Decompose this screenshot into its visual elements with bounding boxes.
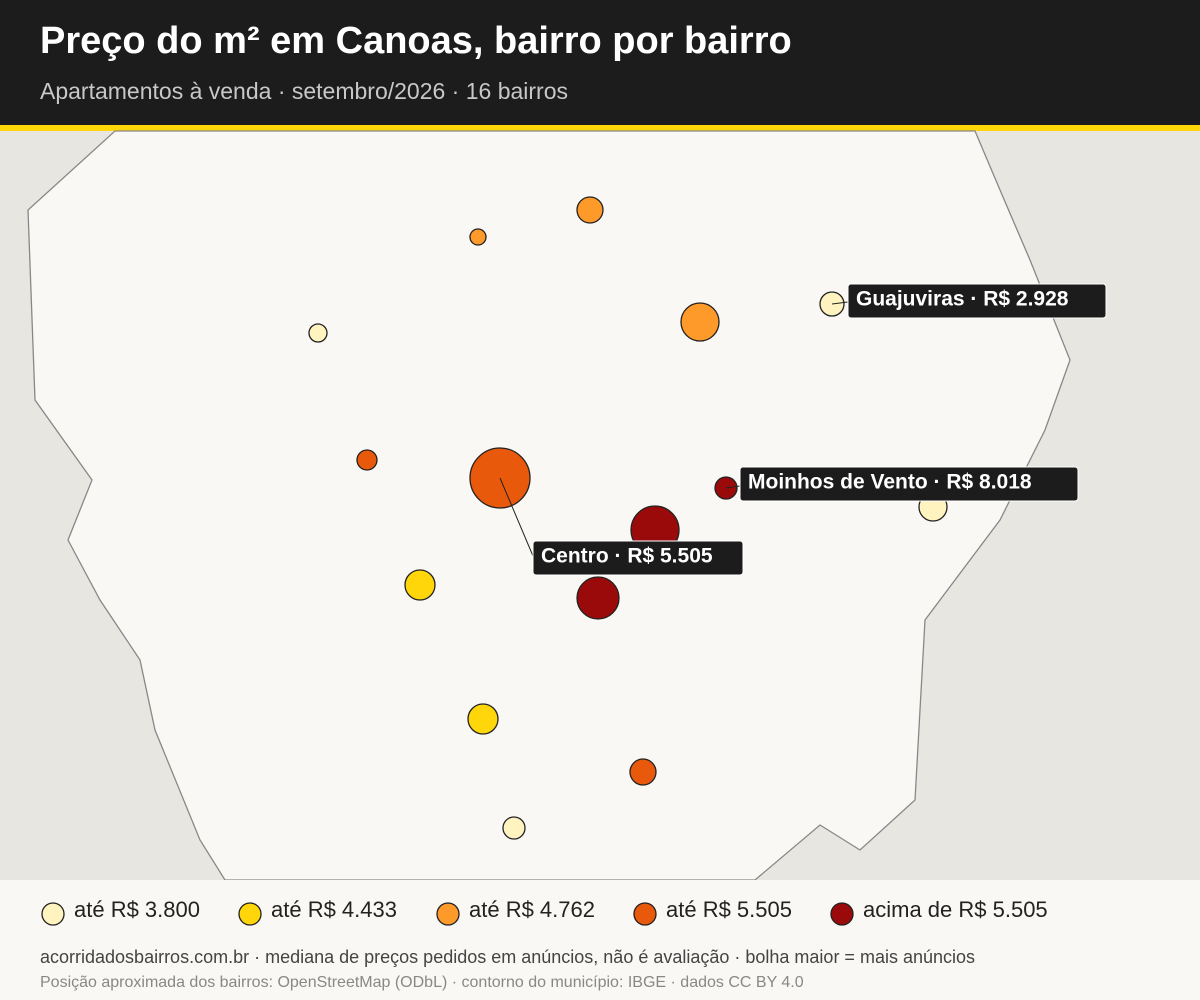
footer (0, 880, 1200, 1000)
bubble (680, 302, 720, 342)
callout-box (739, 466, 1079, 502)
bubble (629, 758, 657, 786)
callout-box (532, 540, 744, 576)
bubble (404, 569, 436, 601)
legend-swatch (238, 902, 262, 926)
subtitle: Apartamentos à venda · setembro/2026 · 1… (40, 78, 568, 104)
legend-swatch (41, 902, 65, 926)
callout-box (847, 283, 1107, 319)
header (0, 0, 1200, 125)
credits-note: Posição aproximada dos bairros: OpenStre… (40, 974, 804, 991)
legend-label: até R$ 5.505 (666, 897, 792, 922)
municipality-outline (27, 130, 1071, 881)
callout-label: Guajuviras · R$ 2.928 (856, 288, 1069, 311)
legend-swatch (436, 902, 460, 926)
bubble (576, 196, 604, 224)
legend-swatch (830, 902, 854, 926)
legend: até R$ 3.800 até R$ 4.433 até R$ 4.762 até … (41, 897, 1048, 926)
bubble (576, 576, 620, 620)
legend-label: até R$ 3.800 (74, 897, 200, 922)
legend-swatch (633, 902, 657, 926)
callout-label: Moinhos de Vento · R$ 8.018 (748, 471, 1032, 494)
bubble (356, 449, 378, 471)
leader-line (725, 485, 741, 489)
leader-line (831, 301, 849, 305)
bubble (469, 228, 487, 246)
bubble (308, 323, 328, 343)
legend-label: acima de R$ 5.505 (863, 897, 1048, 922)
leader-line (499, 477, 534, 557)
source-note: acorridadosbairros.com.br · mediana de p… (40, 947, 975, 967)
header-stripe (0, 125, 1200, 131)
bubble (467, 703, 499, 735)
title: Preço do m² em Canoas, bairro por bairro (40, 20, 792, 62)
callout-label: Centro · R$ 5.505 (541, 545, 713, 568)
bubble (502, 816, 526, 840)
legend-label: até R$ 4.433 (271, 897, 397, 922)
legend-label: até R$ 4.762 (469, 897, 595, 922)
